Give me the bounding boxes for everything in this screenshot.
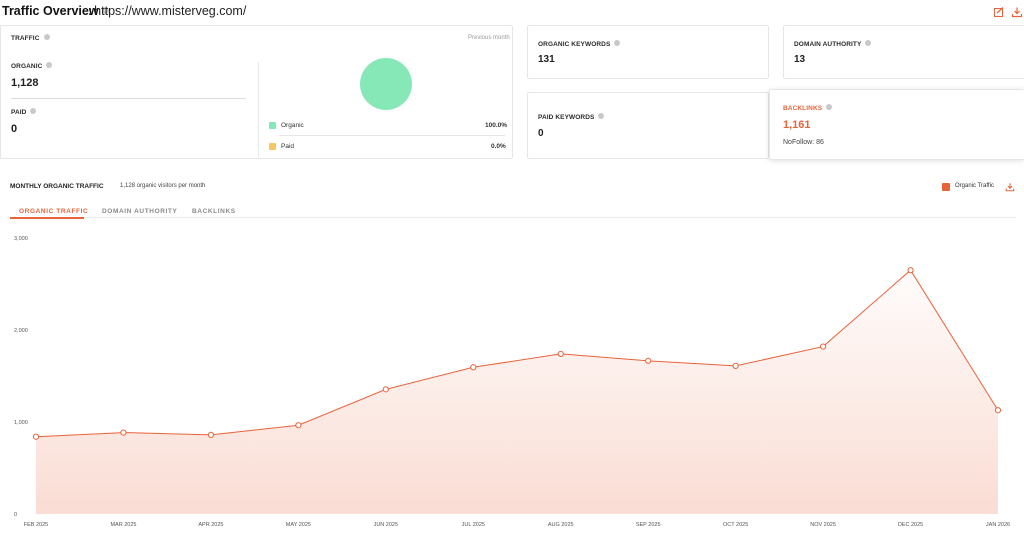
organic-value: 1,128 xyxy=(11,77,39,89)
x-tick-label: JAN 2026 xyxy=(986,522,1010,528)
tab-domain-authority[interactable]: DOMAIN AUTHORITY xyxy=(102,208,178,215)
traffic-card: TRAFFIC Previous month ORGANIC 1,128 PAI… xyxy=(0,25,513,159)
info-icon[interactable]: i xyxy=(101,7,109,15)
data-point[interactable] xyxy=(994,407,1002,414)
legend-divider xyxy=(279,135,505,136)
info-icon[interactable] xyxy=(598,113,605,120)
traffic-line xyxy=(35,269,999,438)
organic-traffic-chart: 0 1,000 2,000 3,000 FEB 2025 MAR 2025 APR 202… xyxy=(14,236,1010,528)
x-tick-label: SEP 2025 xyxy=(636,522,661,528)
domain-authority-label: DOMAIN AUTHORITY xyxy=(794,40,872,48)
x-tick-label: MAR 2025 xyxy=(110,522,136,528)
chart-download-icon[interactable] xyxy=(1005,182,1015,192)
x-tick-label: DEC 2025 xyxy=(898,522,923,528)
paid-keywords-label: PAID KEYWORDS xyxy=(538,113,605,121)
legend-swatch xyxy=(942,183,950,191)
data-point[interactable] xyxy=(32,433,40,440)
backlinks-label: BACKLINKS xyxy=(783,104,833,112)
info-icon[interactable] xyxy=(865,40,872,47)
x-tick-label: FEB 2025 xyxy=(24,522,48,528)
legend-label: Organic Traffic xyxy=(955,183,994,189)
domain-url: : https://www.misterveg.com/ xyxy=(88,4,246,18)
paid-keywords-card[interactable]: PAID KEYWORDS 0 xyxy=(527,92,769,159)
info-icon[interactable] xyxy=(46,62,53,69)
active-tab-indicator xyxy=(10,217,84,219)
organic-keywords-card[interactable]: ORGANIC KEYWORDS 131 xyxy=(527,25,769,79)
page-title: Traffic Overview i xyxy=(2,4,109,18)
paid-label: PAID xyxy=(11,108,37,116)
monthly-traffic-subtitle: 1,128 organic visitors per month xyxy=(120,183,206,189)
page-title-text: Traffic Overview xyxy=(2,4,99,18)
traffic-area xyxy=(36,270,998,514)
traffic-label: TRAFFIC xyxy=(11,34,50,42)
traffic-pie-chart xyxy=(360,58,412,110)
data-point[interactable] xyxy=(120,429,127,436)
data-point[interactable] xyxy=(732,362,739,369)
data-point[interactable] xyxy=(382,386,389,393)
backlinks-value: 1,161 xyxy=(783,119,811,131)
url-colon: : xyxy=(88,4,93,18)
tab-organic-traffic[interactable]: ORGANIC TRAFFIC xyxy=(19,208,89,215)
domain-authority-card[interactable]: DOMAIN AUTHORITY 13 xyxy=(783,25,1024,79)
chart-tabs: ORGANIC TRAFFIC DOMAIN AUTHORITY BACKLIN… xyxy=(10,206,1016,219)
organic-keywords-value: 131 xyxy=(538,54,555,65)
y-tick-label: 3,000 xyxy=(14,236,28,242)
data-point[interactable] xyxy=(295,422,302,429)
header: Traffic Overview i : https://www.misterveg… xyxy=(0,0,1024,22)
x-tick-label: AUG 2025 xyxy=(548,522,574,528)
y-tick-label: 0 xyxy=(14,512,17,518)
organic-label: ORGANIC xyxy=(11,62,53,70)
x-tick-label: JUN 2025 xyxy=(374,522,398,528)
domain-authority-value: 13 xyxy=(794,54,806,65)
paid-keywords-value: 0 xyxy=(538,128,544,139)
data-point[interactable] xyxy=(907,267,914,274)
url-text: https://www.misterveg.com/ xyxy=(94,4,247,18)
x-tick-label: NOV 2025 xyxy=(810,522,836,528)
y-tick-label: 2,000 xyxy=(14,328,28,334)
previous-month-label: Previous month xyxy=(468,35,510,41)
edit-icon[interactable] xyxy=(993,6,1005,18)
organic-keywords-label: ORGANIC KEYWORDS xyxy=(538,40,621,48)
organic-legend-swatch xyxy=(269,122,276,129)
x-tick-label: OCT 2025 xyxy=(723,522,748,528)
paid-value: 0 xyxy=(11,123,18,135)
tab-backlinks[interactable]: BACKLINKS xyxy=(192,208,236,215)
monthly-traffic-title: MONTHLY ORGANIC TRAFFIC xyxy=(10,183,104,190)
organic-legend-pct: 100.0% xyxy=(485,122,508,129)
y-tick-label: 1,000 xyxy=(14,420,28,426)
info-icon[interactable] xyxy=(614,40,621,47)
data-point[interactable] xyxy=(557,350,564,358)
nofollow-count: NoFollow: 86 xyxy=(783,139,824,146)
data-point[interactable] xyxy=(470,364,477,371)
backlinks-card[interactable]: BACKLINKS 1,161 NoFollow: 86 xyxy=(769,89,1024,160)
paid-legend-label: Paid xyxy=(281,143,295,150)
info-icon[interactable] xyxy=(30,108,37,115)
x-tick-label: JUL 2025 xyxy=(462,522,485,528)
paid-legend-pct: 0.0% xyxy=(491,143,506,150)
x-tick-label: MAY 2025 xyxy=(286,522,311,528)
paid-legend-swatch xyxy=(269,143,276,150)
data-point[interactable] xyxy=(645,357,652,364)
pie-slice-organic xyxy=(360,58,412,110)
data-point[interactable] xyxy=(819,343,827,350)
info-icon[interactable] xyxy=(43,34,50,41)
download-icon[interactable] xyxy=(1011,6,1023,18)
organic-legend-label: Organic xyxy=(281,122,304,129)
info-icon[interactable] xyxy=(826,104,833,111)
vertical-divider xyxy=(258,62,259,157)
x-tick-label: APR 2025 xyxy=(198,522,223,528)
data-point[interactable] xyxy=(207,431,215,438)
divider xyxy=(11,98,246,99)
